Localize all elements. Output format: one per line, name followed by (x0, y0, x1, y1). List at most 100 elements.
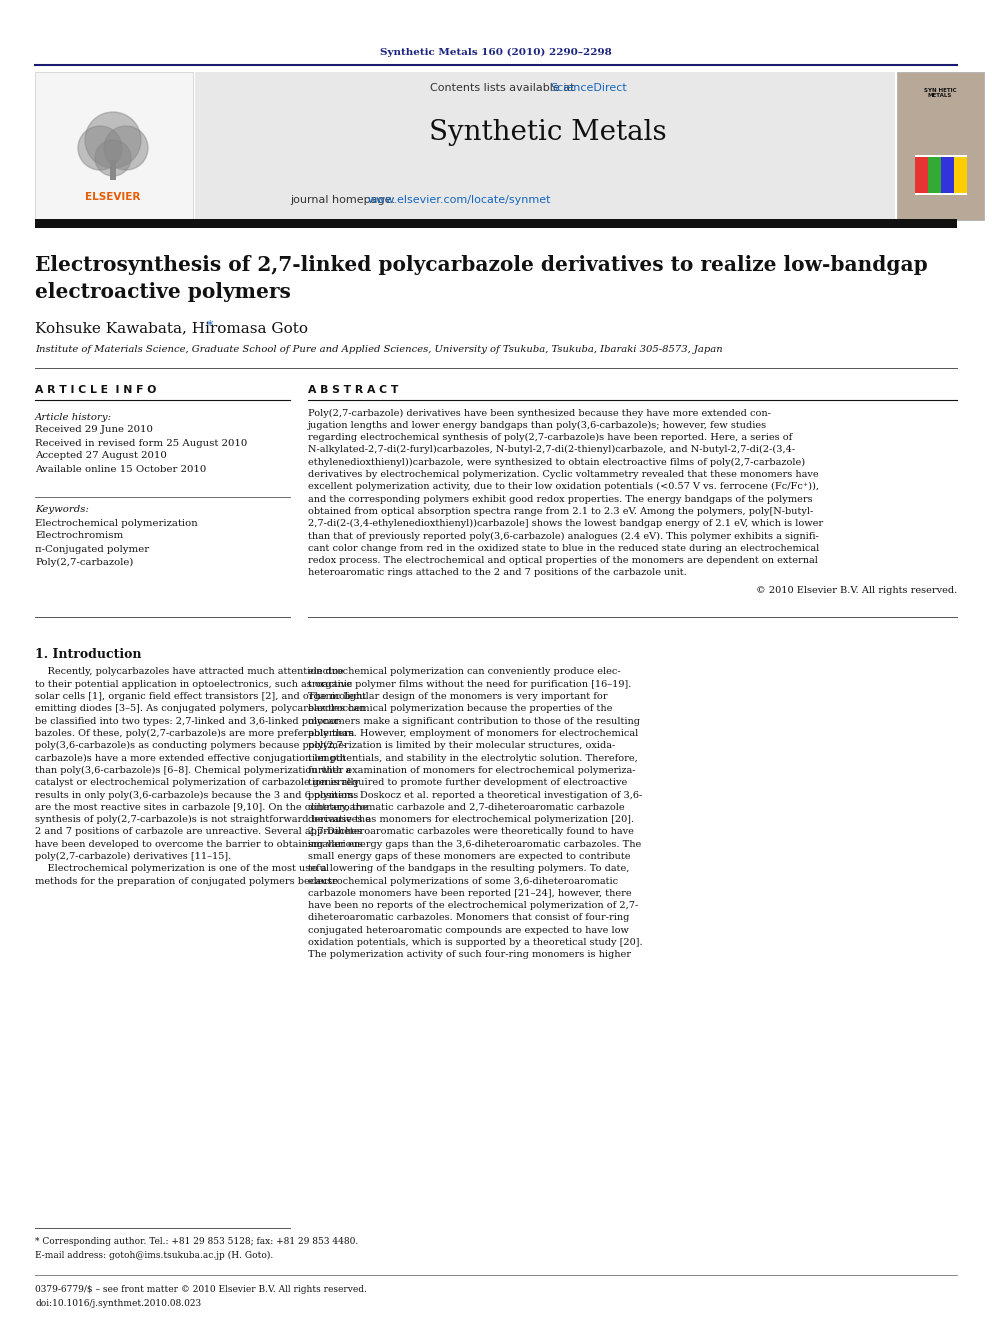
Text: tion is required to promote further development of electroactive: tion is required to promote further deve… (308, 778, 627, 787)
Text: synthesis of poly(2,7-carbazole)s is not straightforward because the: synthesis of poly(2,7-carbazole)s is not… (35, 815, 371, 824)
Text: regarding electrochemical synthesis of poly(2,7-carbazole)s have been reported. : regarding electrochemical synthesis of p… (308, 433, 793, 442)
Text: methods for the preparation of conjugated polymers because: methods for the preparation of conjugate… (35, 877, 338, 885)
Text: catalyst or electrochemical polymerization of carbazole generally: catalyst or electrochemical polymerizati… (35, 778, 359, 787)
Text: than that of previously reported poly(3,6-carbazole) analogues (2.4 eV). This po: than that of previously reported poly(3,… (308, 532, 818, 541)
Text: polymers. However, employment of monomers for electrochemical: polymers. However, employment of monomer… (308, 729, 638, 738)
Text: Received 29 June 2010: Received 29 June 2010 (35, 426, 153, 434)
Text: 2 and 7 positions of carbazole are unreactive. Several approaches: 2 and 7 positions of carbazole are unrea… (35, 827, 362, 836)
Text: Accepted 27 August 2010: Accepted 27 August 2010 (35, 451, 167, 460)
Text: E-mail address: gotoh@ims.tsukuba.ac.jp (H. Goto).: E-mail address: gotoh@ims.tsukuba.ac.jp … (35, 1250, 273, 1259)
Bar (954, 157, 967, 193)
Text: Poly(2,7-carbazole): Poly(2,7-carbazole) (35, 557, 133, 566)
Text: obtained from optical absorption spectra range from 2.1 to 2.3 eV. Among the pol: obtained from optical absorption spectra… (308, 507, 813, 516)
Text: Received in revised form 25 August 2010: Received in revised form 25 August 2010 (35, 438, 247, 447)
Circle shape (85, 112, 141, 168)
Text: Kohsuke Kawabata, Hiromasa Goto: Kohsuke Kawabata, Hiromasa Goto (35, 321, 308, 335)
Text: polymers. Doskocz et al. reported a theoretical investigation of 3,6-: polymers. Doskocz et al. reported a theo… (308, 791, 642, 799)
Text: A R T I C L E  I N F O: A R T I C L E I N F O (35, 385, 157, 396)
Text: Synthetic Metals: Synthetic Metals (430, 119, 667, 147)
Text: Poly(2,7-carbazole) derivatives have been synthesized because they have more ext: Poly(2,7-carbazole) derivatives have bee… (308, 409, 771, 418)
Text: emitting diodes [3–5]. As conjugated polymers, polycarbazoles can: emitting diodes [3–5]. As conjugated pol… (35, 704, 365, 713)
Text: Contents lists available at: Contents lists available at (430, 83, 578, 93)
Text: N-alkylated-2,7-di(2-furyl)carbazoles, N-butyl-2,7-di(2-thienyl)carbazole, and N: N-alkylated-2,7-di(2-furyl)carbazoles, N… (308, 446, 796, 455)
Text: © 2010 Elsevier B.V. All rights reserved.: © 2010 Elsevier B.V. All rights reserved… (756, 586, 957, 595)
Text: electroactive polymers: electroactive polymers (35, 282, 291, 302)
Bar (897, 71, 984, 220)
Text: redox process. The electrochemical and optical properties of the monomers are de: redox process. The electrochemical and o… (308, 556, 817, 565)
Text: diheteroaromatic carbazoles. Monomers that consist of four-ring: diheteroaromatic carbazoles. Monomers th… (308, 913, 629, 922)
Text: are the most reactive sites in carbazole [9,10]. On the contrary, the: are the most reactive sites in carbazole… (35, 803, 368, 812)
Text: 0379-6779/$ – see front matter © 2010 Elsevier B.V. All rights reserved.: 0379-6779/$ – see front matter © 2010 El… (35, 1285, 367, 1294)
Text: poly(2,7-carbazole) derivatives [11–15].: poly(2,7-carbazole) derivatives [11–15]. (35, 852, 231, 861)
Circle shape (95, 140, 131, 176)
Text: further examination of monomers for electrochemical polymeriza-: further examination of monomers for elec… (308, 766, 636, 775)
Text: doi:10.1016/j.synthmet.2010.08.023: doi:10.1016/j.synthmet.2010.08.023 (35, 1298, 201, 1307)
Text: carbazole)s have a more extended effective conjugation length: carbazole)s have a more extended effecti… (35, 754, 346, 762)
Text: small energy gaps of these monomers are expected to contribute: small energy gaps of these monomers are … (308, 852, 631, 861)
Text: derivatives by electrochemical polymerization. Cyclic voltammetry revealed that : derivatives by electrochemical polymeriz… (308, 470, 818, 479)
Text: monomers make a significant contribution to those of the resulting: monomers make a significant contribution… (308, 717, 640, 726)
Text: Keywords:: Keywords: (35, 505, 89, 515)
Text: ethylenedioxthienyl))carbazole, were synthesized to obtain electroactive films o: ethylenedioxthienyl))carbazole, were syn… (308, 458, 806, 467)
Text: 2,7-di(2-(3,4-ethylenedioxthienyl))carbazole] shows the lowest bandgap energy of: 2,7-di(2-(3,4-ethylenedioxthienyl))carba… (308, 519, 823, 528)
Text: troactive polymer films without the need for purification [16–19].: troactive polymer films without the need… (308, 680, 631, 689)
Text: than poly(3,6-carbazole)s [6–8]. Chemical polymerization with a: than poly(3,6-carbazole)s [6–8]. Chemica… (35, 766, 351, 775)
Text: results in only poly(3,6-carbazole)s because the 3 and 6 positions: results in only poly(3,6-carbazole)s bec… (35, 790, 358, 799)
Text: electrochemical polymerization can conveniently produce elec-: electrochemical polymerization can conve… (308, 668, 621, 676)
Text: tion potentials, and stability in the electrolytic solution. Therefore,: tion potentials, and stability in the el… (308, 754, 638, 762)
Text: cant color change from red in the oxidized state to blue in the reduced state du: cant color change from red in the oxidiz… (308, 544, 819, 553)
Text: be classified into two types: 2,7-linked and 3,6-linked polycar-: be classified into two types: 2,7-linked… (35, 717, 342, 726)
Bar (195, 71, 895, 220)
Bar (35, 220, 957, 228)
Text: Electrochemical polymerization: Electrochemical polymerization (35, 519, 197, 528)
Bar (928, 157, 941, 193)
Text: to a lowering of the bandgaps in the resulting polymers. To date,: to a lowering of the bandgaps in the res… (308, 864, 629, 873)
Text: Article history:: Article history: (35, 413, 112, 422)
Text: poly(3,6-carbazole)s as conducting polymers because poly(2,7-: poly(3,6-carbazole)s as conducting polym… (35, 741, 346, 750)
Text: *: * (207, 319, 213, 332)
Text: Recently, polycarbazoles have attracted much attention due: Recently, polycarbazoles have attracted … (35, 668, 344, 676)
Text: polymerization is limited by their molecular structures, oxida-: polymerization is limited by their molec… (308, 741, 615, 750)
Text: electrochemical polymerizations of some 3,6-diheteroaromatic: electrochemical polymerizations of some … (308, 877, 618, 885)
Text: Electrochemical polymerization is one of the most useful: Electrochemical polymerization is one of… (35, 864, 329, 873)
Text: www.elsevier.com/locate/synmet: www.elsevier.com/locate/synmet (367, 194, 551, 205)
Text: π-Conjugated polymer: π-Conjugated polymer (35, 545, 149, 553)
Text: heteroaromatic rings attached to the 2 and 7 positions of the carbazole unit.: heteroaromatic rings attached to the 2 a… (308, 569, 686, 577)
Text: diheteroaromatic carbazole and 2,7-diheteroaromatic carbazole: diheteroaromatic carbazole and 2,7-dihet… (308, 803, 625, 812)
Text: 1. Introduction: 1. Introduction (35, 648, 142, 662)
Text: ELSEVIER: ELSEVIER (85, 192, 141, 202)
Text: and the corresponding polymers exhibit good redox properties. The energy bandgap: and the corresponding polymers exhibit g… (308, 495, 812, 504)
Text: to their potential application in optoelectronics, such as organic: to their potential application in optoel… (35, 680, 352, 689)
Bar (110, 160, 116, 180)
Text: bazoles. Of these, poly(2,7-carbazole)s are more preferable than: bazoles. Of these, poly(2,7-carbazole)s … (35, 729, 354, 738)
Text: SYN HETIC
METALS: SYN HETIC METALS (924, 87, 956, 98)
Text: Available online 15 October 2010: Available online 15 October 2010 (35, 464, 206, 474)
Text: excellent polymerization activity, due to their low oxidation potentials (<0.57 : excellent polymerization activity, due t… (308, 483, 819, 491)
Text: have been developed to overcome the barrier to obtaining various: have been developed to overcome the barr… (35, 840, 363, 848)
Text: Electrosynthesis of 2,7-linked polycarbazole derivatives to realize low-bandgap: Electrosynthesis of 2,7-linked polycarba… (35, 255, 928, 275)
Text: ScienceDirect: ScienceDirect (551, 83, 627, 93)
Bar (915, 157, 928, 193)
Text: Synthetic Metals 160 (2010) 2290–2298: Synthetic Metals 160 (2010) 2290–2298 (380, 48, 612, 57)
Bar (941, 157, 954, 193)
Circle shape (104, 126, 148, 169)
Text: carbazole monomers have been reported [21–24], however, there: carbazole monomers have been reported [2… (308, 889, 632, 898)
Text: smaller energy gaps than the 3,6-diheteroaromatic carbazoles. The: smaller energy gaps than the 3,6-diheter… (308, 840, 641, 848)
Text: 2,7-Diheteroaromatic carbazoles were theoretically found to have: 2,7-Diheteroaromatic carbazoles were the… (308, 827, 634, 836)
Bar (915, 155, 967, 194)
Text: The molecular design of the monomers is very important for: The molecular design of the monomers is … (308, 692, 607, 701)
Text: * Corresponding author. Tel.: +81 29 853 5128; fax: +81 29 853 4480.: * Corresponding author. Tel.: +81 29 853… (35, 1237, 358, 1246)
Text: The polymerization activity of such four-ring monomers is higher: The polymerization activity of such four… (308, 950, 631, 959)
Text: oxidation potentials, which is supported by a theoretical study [20].: oxidation potentials, which is supported… (308, 938, 643, 947)
Text: conjugated heteroaromatic compounds are expected to have low: conjugated heteroaromatic compounds are … (308, 926, 629, 935)
Text: Institute of Materials Science, Graduate School of Pure and Applied Sciences, Un: Institute of Materials Science, Graduate… (35, 345, 723, 355)
Text: derivatives as monomers for electrochemical polymerization [20].: derivatives as monomers for electrochemi… (308, 815, 634, 824)
Text: jugation lengths and lower energy bandgaps than poly(3,6-carbazole)s; however, f: jugation lengths and lower energy bandga… (308, 421, 767, 430)
Text: solar cells [1], organic field effect transistors [2], and organic light: solar cells [1], organic field effect tr… (35, 692, 366, 701)
Bar (35, 71, 193, 220)
Text: journal homepage:: journal homepage: (290, 194, 399, 205)
Text: have been no reports of the electrochemical polymerization of 2,7-: have been no reports of the electrochemi… (308, 901, 638, 910)
Text: Electrochromism: Electrochromism (35, 532, 123, 541)
Text: electrochemical polymerization because the properties of the: electrochemical polymerization because t… (308, 704, 612, 713)
Text: A B S T R A C T: A B S T R A C T (308, 385, 399, 396)
